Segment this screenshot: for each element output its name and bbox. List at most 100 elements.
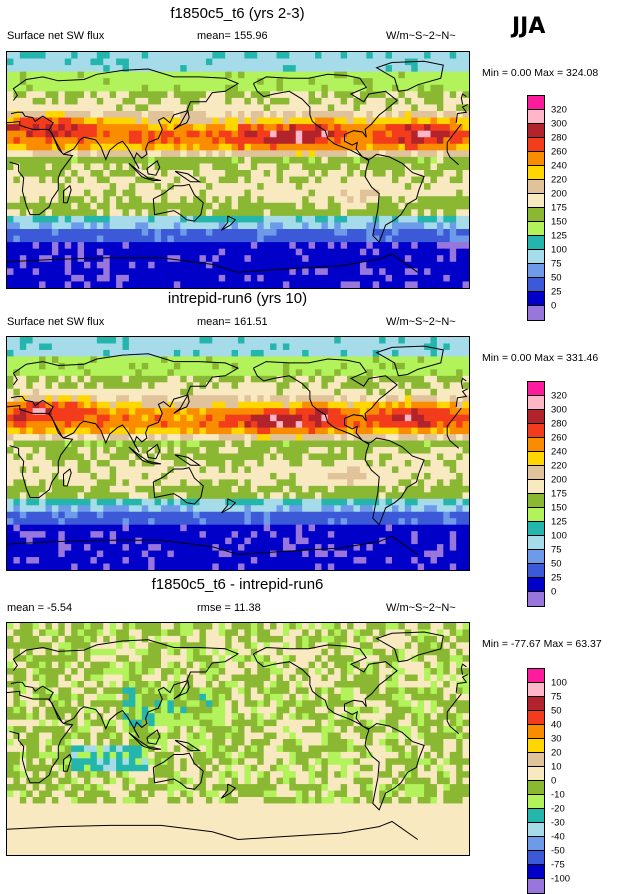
colorbar-label: 10	[551, 762, 562, 773]
colorbar-swatch	[528, 194, 544, 208]
colorbar-swatch	[528, 306, 544, 320]
colorbar-swatch	[528, 753, 544, 767]
colorbar-swatch	[528, 669, 544, 683]
colorbar-swatch	[528, 278, 544, 292]
colorbar-label: 240	[551, 161, 567, 172]
colorbar-label: 75	[551, 259, 562, 270]
colorbar-swatch	[528, 480, 544, 494]
colorbar-swatch	[528, 837, 544, 851]
colorbar-label: 75	[551, 545, 562, 556]
colorbar-swatch	[528, 124, 544, 138]
colorbar-swatch	[528, 564, 544, 578]
colorbar-swatch	[528, 536, 544, 550]
colorbar-label: 50	[551, 559, 562, 570]
colorbar-label: 125	[551, 517, 567, 528]
colorbar-swatch	[528, 236, 544, 250]
panel1-variable: Surface net SW flux	[7, 30, 104, 42]
colorbar-swatch	[528, 508, 544, 522]
panel2-variable: Surface net SW flux	[7, 316, 104, 328]
colorbar-swatch	[528, 452, 544, 466]
panel2-title: intrepid-run6 (yrs 10)	[0, 290, 475, 307]
panel3-colorbar	[527, 668, 545, 894]
colorbar-swatch	[528, 466, 544, 480]
panel2-mean: mean= 161.51	[197, 316, 268, 328]
colorbar-swatch	[528, 292, 544, 306]
colorbar-swatch	[528, 222, 544, 236]
colorbar-label: 175	[551, 489, 567, 500]
colorbar-label: -40	[551, 832, 565, 843]
colorbar-swatch	[528, 110, 544, 124]
colorbar-label: 25	[551, 287, 562, 298]
colorbar-label: 50	[551, 706, 562, 717]
panel3-minmax: Min = -77.67 Max = 63.37	[482, 638, 602, 650]
colorbar-swatch	[528, 494, 544, 508]
colorbar-swatch	[528, 711, 544, 725]
panel2-minmax: Min = 0.00 Max = 331.46	[482, 352, 598, 364]
colorbar-swatch	[528, 152, 544, 166]
colorbar-swatch	[528, 823, 544, 837]
colorbar-swatch	[528, 138, 544, 152]
colorbar-label: 50	[551, 273, 562, 284]
colorbar-swatch	[528, 180, 544, 194]
colorbar-swatch	[528, 865, 544, 879]
colorbar-label: 240	[551, 447, 567, 458]
colorbar-label: 100	[551, 531, 567, 542]
colorbar-swatch	[528, 725, 544, 739]
panel1-title: f1850c5_t6 (yrs 2-3)	[0, 5, 475, 22]
colorbar-swatch	[528, 410, 544, 424]
colorbar-swatch	[528, 264, 544, 278]
colorbar-label: 300	[551, 405, 567, 416]
colorbar-swatch	[528, 438, 544, 452]
colorbar-label: -10	[551, 790, 565, 801]
panel3-mean: mean = -5.54	[7, 602, 72, 614]
colorbar-label: -100	[551, 874, 570, 885]
colorbar-swatch	[528, 396, 544, 410]
colorbar-swatch	[528, 550, 544, 564]
colorbar-swatch	[528, 166, 544, 180]
colorbar-label: 320	[551, 391, 567, 402]
colorbar-swatch	[528, 424, 544, 438]
panel3-rmse: rmse = 11.38	[197, 602, 261, 614]
colorbar-label: -20	[551, 804, 565, 815]
colorbar-label: 200	[551, 475, 567, 486]
colorbar-label: -30	[551, 818, 565, 829]
colorbar-swatch	[528, 578, 544, 592]
colorbar-label: 100	[551, 245, 567, 256]
colorbar-swatch	[528, 522, 544, 536]
panel3-units: W/m~S~2~N~	[386, 602, 456, 614]
panel1-colorbar	[527, 95, 545, 321]
colorbar-swatch	[528, 851, 544, 865]
panel3-map	[6, 622, 470, 856]
panel3-title: f1850c5_t6 - intrepid-run6	[0, 576, 475, 593]
colorbar-swatch	[528, 781, 544, 795]
colorbar-label: 25	[551, 573, 562, 584]
colorbar-label: -50	[551, 846, 565, 857]
panel2-colorbar	[527, 381, 545, 607]
panel1-map	[6, 51, 470, 289]
panel1-mean: mean= 155.96	[197, 30, 268, 42]
colorbar-label: 220	[551, 461, 567, 472]
colorbar-swatch	[528, 697, 544, 711]
colorbar-label: 0	[551, 776, 556, 787]
colorbar-swatch	[528, 208, 544, 222]
colorbar-label: 280	[551, 133, 567, 144]
colorbar-swatch	[528, 382, 544, 396]
colorbar-label: -75	[551, 860, 565, 871]
colorbar-label: 320	[551, 105, 567, 116]
colorbar-swatch	[528, 809, 544, 823]
colorbar-label: 280	[551, 419, 567, 430]
colorbar-swatch	[528, 592, 544, 606]
colorbar-label: 150	[551, 503, 567, 514]
colorbar-label: 300	[551, 119, 567, 130]
colorbar-label: 75	[551, 692, 562, 703]
colorbar-label: 125	[551, 231, 567, 242]
panel2-map	[6, 336, 470, 571]
colorbar-label: 0	[551, 587, 556, 598]
panel1-minmax: Min = 0.00 Max = 324.08	[482, 67, 598, 79]
colorbar-label: 20	[551, 748, 562, 759]
colorbar-label: 220	[551, 175, 567, 186]
colorbar-swatch	[528, 683, 544, 697]
panel2-units: W/m~S~2~N~	[386, 316, 456, 328]
colorbar-swatch	[528, 250, 544, 264]
colorbar-swatch	[528, 879, 544, 893]
